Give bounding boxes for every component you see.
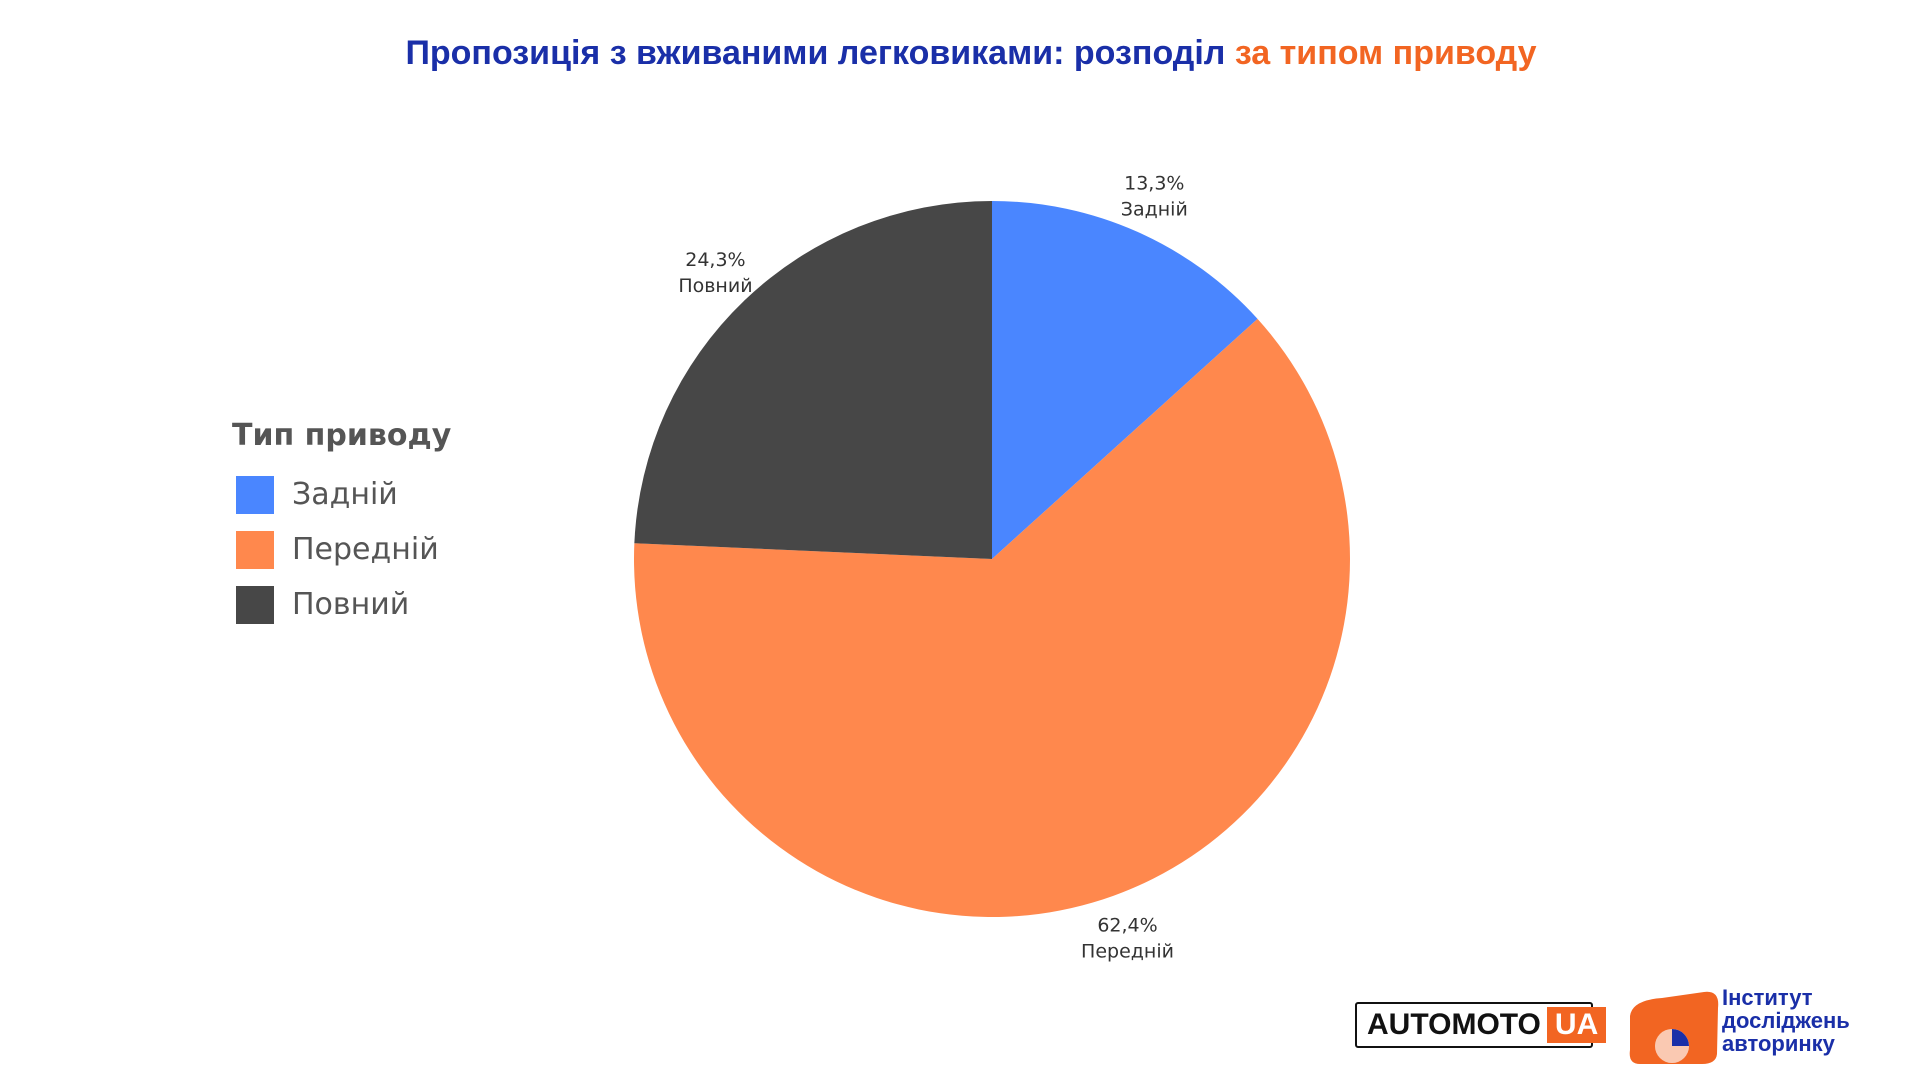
institute-logo-line2: досліджень <box>1722 1008 1850 1033</box>
legend-item-rear: Задній <box>232 467 451 522</box>
legend-item-full: Повний <box>232 577 451 632</box>
automoto-logo: AUTOMOTO UA <box>1355 1002 1607 1048</box>
chart-title: Пропозиція з вживаними легковиками: розп… <box>0 34 1920 73</box>
title-main: Пропозиція з вживаними легковиками: розп… <box>405 34 1226 72</box>
legend-label-full: Повний <box>292 587 410 622</box>
pie-label-value-full: 24,3% <box>685 249 745 271</box>
institute-logo-line1: Інститут <box>1722 985 1813 1010</box>
pie-labels: 13,3% Задній 62,4% Передній 24,3% Повний <box>678 172 1187 962</box>
pie-label-value-rear: 13,3% <box>1124 172 1184 194</box>
legend-swatch-full <box>236 585 274 624</box>
automoto-logo-ua: UA <box>1546 1007 1607 1043</box>
title-accent: за типом приводу <box>1234 34 1537 72</box>
pie-label-name-front: Передній <box>1081 940 1174 962</box>
pie-slice-rear <box>992 201 1258 559</box>
pie-label-full: 24,3% Повний <box>678 249 752 297</box>
pie-label-name-rear: Задній <box>1121 198 1188 220</box>
pie-slice-front <box>634 318 1350 918</box>
automoto-logo-text: AUTOMOTO <box>1367 1008 1541 1041</box>
institute-logo-icon <box>1629 991 1719 1064</box>
pie-slices <box>634 201 1350 918</box>
legend-swatch-front <box>236 530 274 569</box>
institute-logo-line3: авторинку <box>1722 1031 1835 1056</box>
legend-label-front: Передній <box>292 532 439 567</box>
pie-label-value-front: 62,4% <box>1097 914 1157 936</box>
legend-title: Тип приводу <box>232 418 452 453</box>
pie-label-name-full: Повний <box>678 275 752 297</box>
institute-logo-text: Інститут досліджень авторинку <box>1722 986 1850 1055</box>
legend-swatch-rear <box>236 475 274 514</box>
pie-slice-full <box>634 201 992 559</box>
legend-label-rear: Задній <box>292 477 398 512</box>
legend-item-front: Передній <box>232 522 451 577</box>
pie-label-front: 62,4% Передній <box>1081 914 1174 962</box>
pie-label-rear: 13,3% Задній <box>1121 172 1188 220</box>
chart-legend: Тип приводу Задній Передній Повний <box>232 418 451 632</box>
